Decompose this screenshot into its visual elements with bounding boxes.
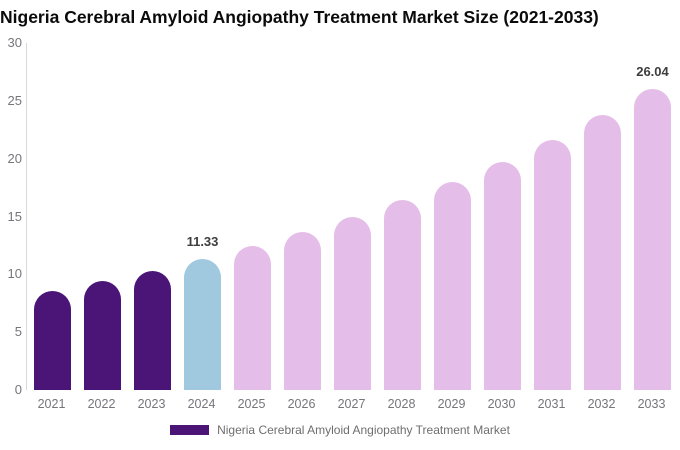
- x-axis-tick-label: 2026: [287, 397, 316, 411]
- legend-label: Nigeria Cerebral Amyloid Angiopathy Trea…: [217, 423, 510, 437]
- y-axis-tick-label: 10: [7, 266, 22, 282]
- legend: Nigeria Cerebral Amyloid Angiopathy Trea…: [0, 423, 680, 437]
- x-axis-tick-label: 2033: [637, 397, 666, 411]
- x-axis-tick-label: 2023: [137, 397, 166, 411]
- x-axis-tick-label: 2021: [37, 397, 66, 411]
- y-axis-tick-label: 25: [7, 92, 22, 108]
- bar-2027: [334, 217, 371, 390]
- bar-2030: [484, 161, 521, 390]
- data-label-2033: 26.04: [636, 63, 669, 79]
- legend-item[interactable]: Nigeria Cerebral Amyloid Angiopathy Trea…: [170, 423, 510, 437]
- x-axis-tick-label: 2025: [237, 397, 266, 411]
- bar-2024: [184, 258, 221, 390]
- bar-2031: [534, 139, 571, 390]
- x-axis-tick-label: 2030: [487, 397, 516, 411]
- data-label-2024: 11.33: [186, 233, 219, 249]
- x-axis-tick-label: 2029: [437, 397, 466, 411]
- x-axis-tick-label: 2024: [187, 397, 216, 411]
- bar-2029: [434, 181, 471, 390]
- x-axis-tick-label: 2028: [387, 397, 416, 411]
- y-axis-tick-label: 30: [7, 35, 22, 50]
- bar-2033: [634, 88, 671, 390]
- bar-2021: [34, 290, 71, 390]
- bar-2022: [84, 281, 121, 390]
- x-axis-tick-label: 2022: [87, 397, 116, 411]
- bar-2032: [584, 115, 621, 390]
- x-axis-tick-label: 2032: [587, 397, 616, 411]
- plot-area: 11.33 26.04: [26, 43, 675, 390]
- legend-swatch: [170, 425, 210, 435]
- bar-2026: [284, 232, 321, 390]
- bar-2025: [234, 246, 271, 390]
- y-axis-tick-label: 0: [14, 382, 22, 397]
- x-axis-tick-label: 2031: [537, 397, 566, 411]
- chart-title: Nigeria Cerebral Amyloid Angiopathy Trea…: [0, 7, 599, 27]
- y-axis-tick-label: 20: [7, 150, 22, 166]
- x-axis-tick-label: 2027: [337, 397, 366, 411]
- bar-2028: [384, 200, 421, 390]
- y-axis-tick-label: 5: [14, 324, 22, 340]
- bar-2023: [134, 270, 171, 390]
- y-axis-tick-label: 15: [7, 208, 22, 224]
